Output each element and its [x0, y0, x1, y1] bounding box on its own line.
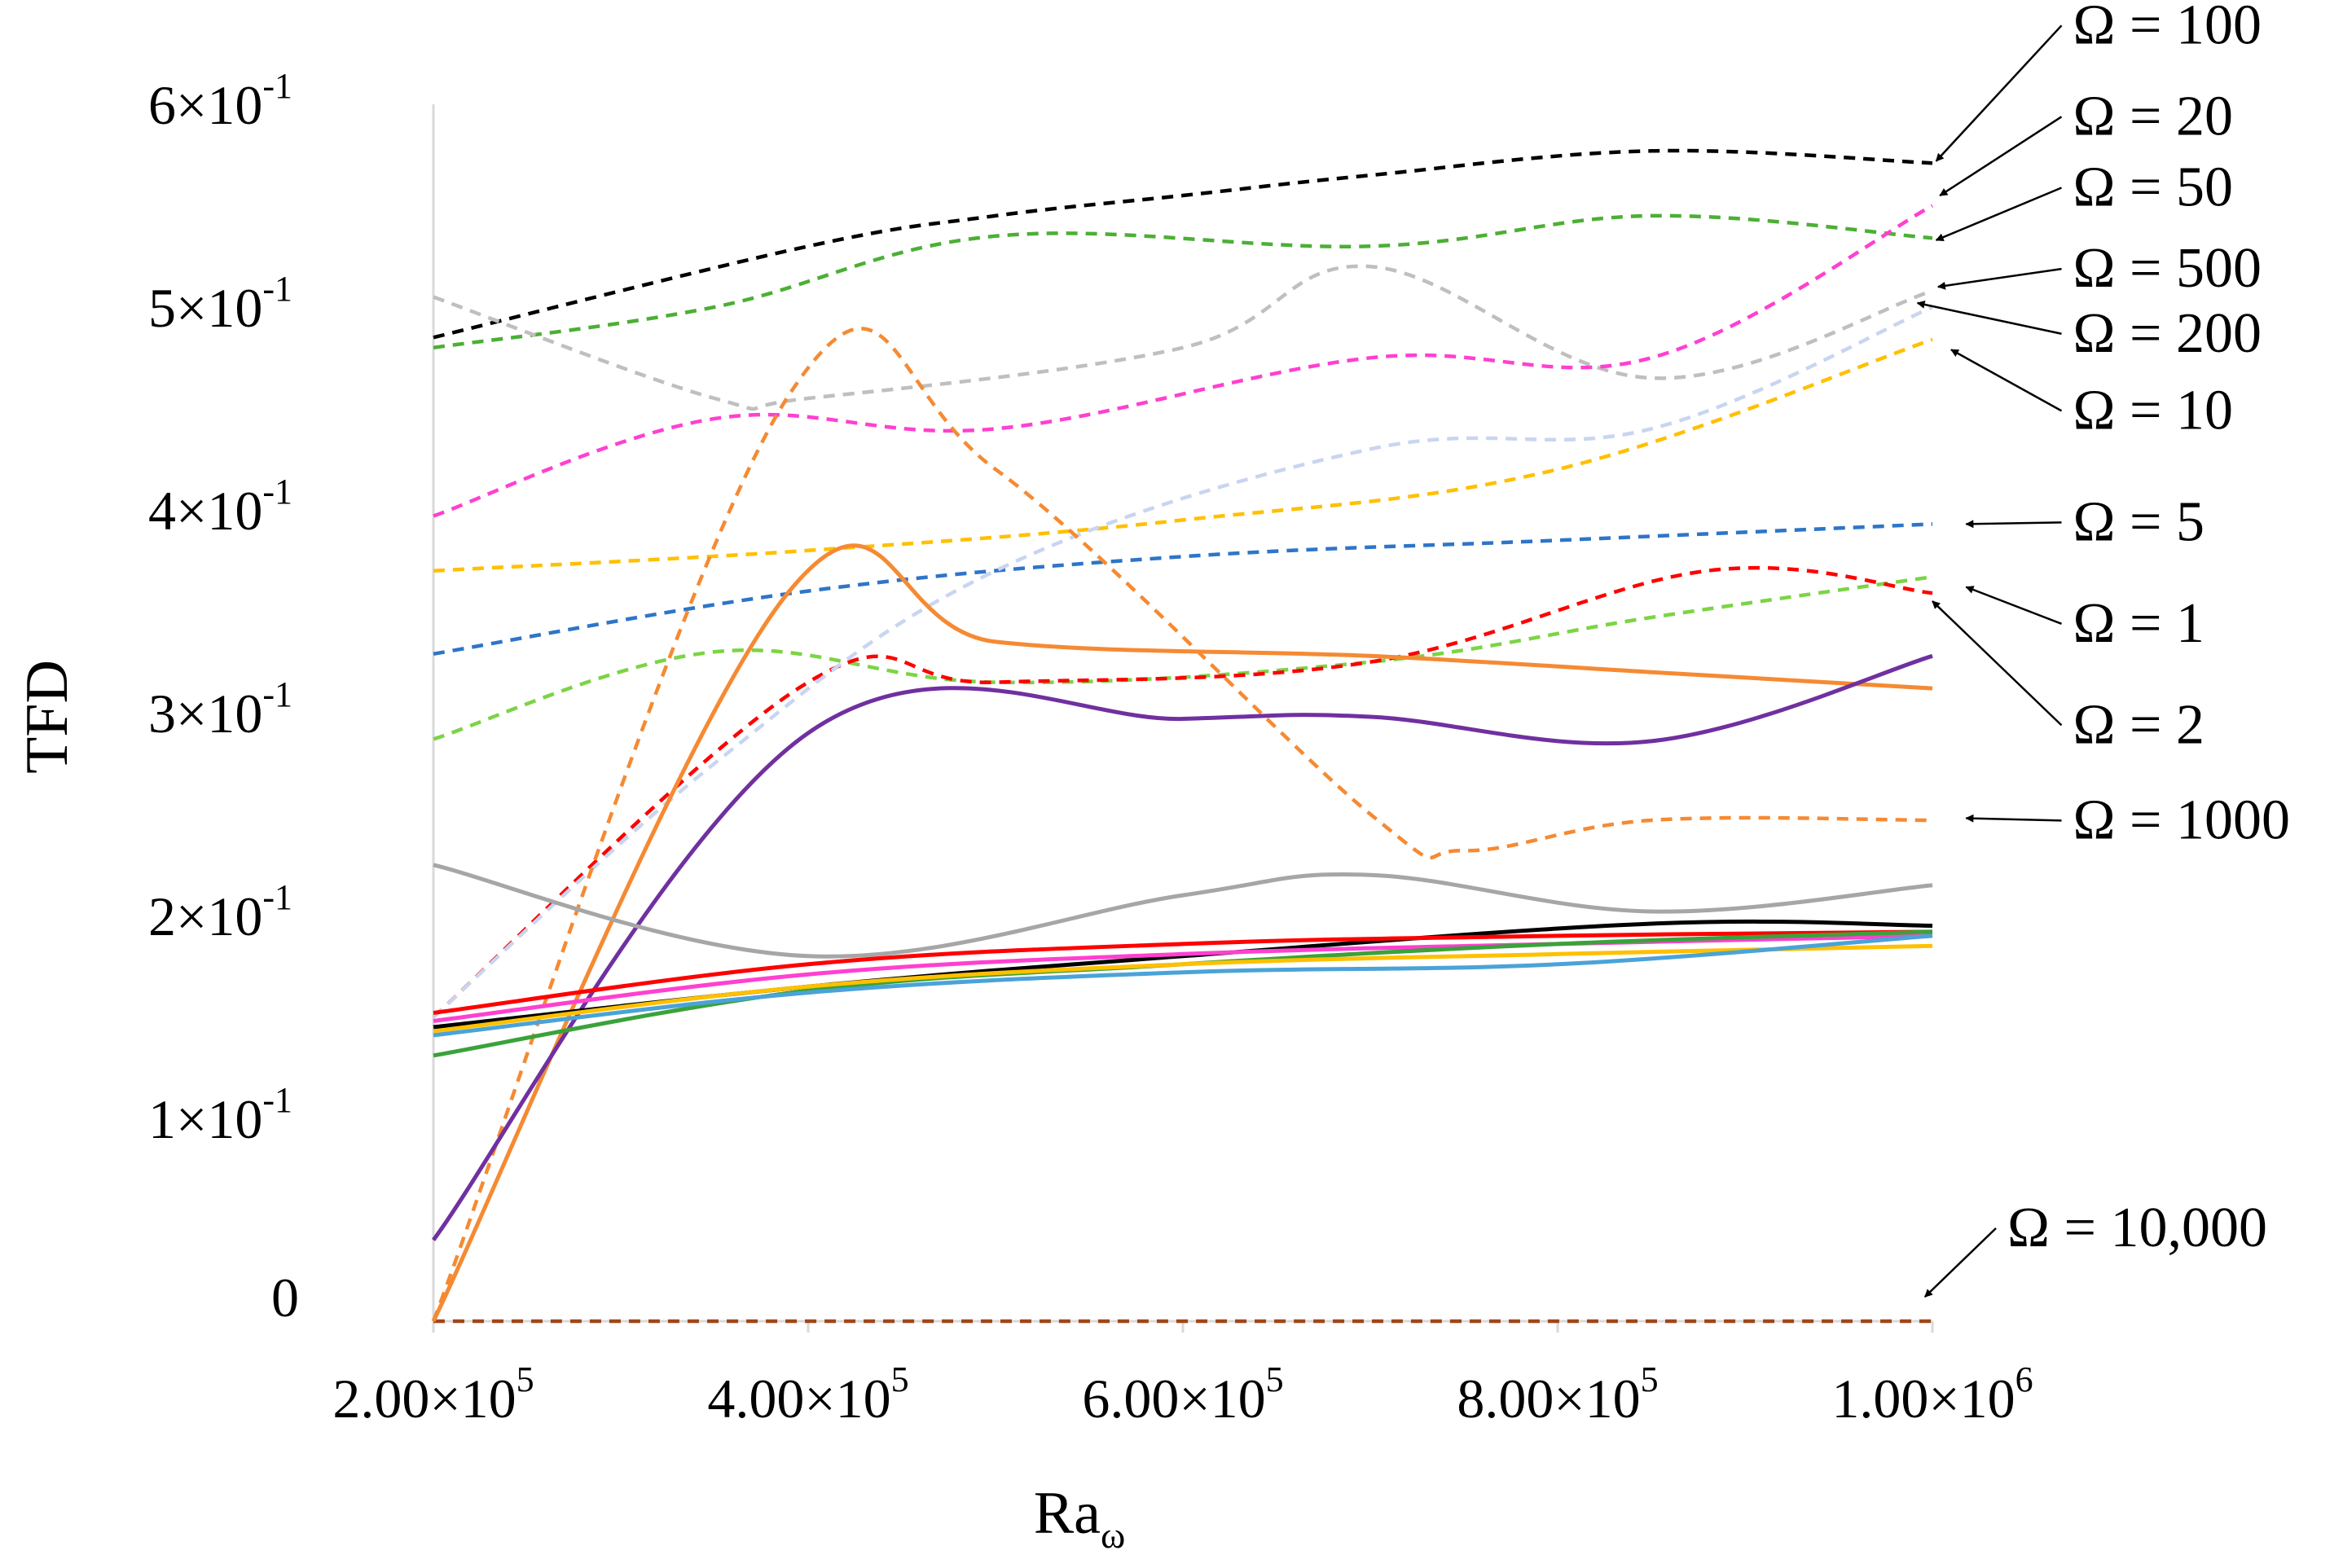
x-tick-exponent: 5: [517, 1359, 534, 1399]
y-tick-label: 5×10-1: [148, 269, 292, 339]
x-tick-mantissa: 4.00×10: [707, 1368, 890, 1430]
y-tick-label: 6×10-1: [148, 66, 292, 136]
x-tick-mantissa: 1.00×10: [1831, 1368, 2015, 1430]
y-tick-mantissa: 2×10: [148, 885, 262, 947]
x-tick-label: 6.00×105: [1082, 1359, 1283, 1430]
x-tick-mantissa: 2.00×10: [332, 1368, 516, 1430]
annotation-arrow: [1965, 586, 2062, 626]
y-tick-exponent: -1: [262, 269, 292, 309]
annotation-label: Ω = 10,000: [2007, 1197, 2267, 1259]
annotation-label: Ω = 1000: [2073, 788, 2291, 851]
y-tick-exponent: -1: [262, 66, 292, 106]
y-tick-exponent: -1: [262, 877, 292, 917]
x-tick-exponent: 5: [1266, 1359, 1284, 1399]
y-tick-mantissa: 3×10: [148, 683, 262, 744]
series-line-14: [433, 863, 1933, 959]
series-line-20: [433, 933, 1933, 1038]
x-tick-label: 8.00×105: [1457, 1359, 1658, 1430]
x-axis-title: Raω: [1034, 1480, 1125, 1556]
x-tick-mantissa: 8.00×10: [1457, 1368, 1640, 1430]
annotation-arrow: [1935, 24, 2063, 162]
annotation-arrow: [1916, 301, 2062, 336]
annotation-label: Ω = 10: [2073, 379, 2234, 441]
series-line-10: [431, 327, 1933, 1322]
y-tick-label: 2×10-1: [148, 877, 292, 947]
x-tick-exponent: 5: [1641, 1359, 1659, 1399]
annotation-arrow: [1936, 267, 2062, 290]
y-tick-label: 0: [271, 1267, 299, 1329]
y-tick-label: 3×10-1: [148, 674, 292, 744]
x-tick-exponent: 5: [891, 1359, 909, 1399]
annotation-label: Ω = 100: [2073, 0, 2262, 56]
x-tick-label: 4.00×105: [707, 1359, 908, 1430]
x-axis-title-sub: ω: [1101, 1514, 1125, 1556]
y-tick-mantissa: 5×10: [148, 277, 262, 339]
series-layer: [431, 148, 1934, 1324]
annotation-arrow: [1923, 1227, 1997, 1298]
series-line-2: [433, 213, 1933, 350]
series-line-8: [432, 565, 1933, 1019]
x-tick-labels: 2.00×105 4.00×105 6.00×105 8.00×105 1.00×106: [332, 1359, 2033, 1430]
y-tick-exponent: -1: [262, 1080, 292, 1120]
series-line-13: [431, 653, 1933, 1241]
series-line-4: [433, 204, 1934, 518]
annotation-arrow: [1932, 600, 2063, 727]
y-tick-mantissa: 1×10: [148, 1088, 262, 1150]
series-line-16: [433, 929, 1933, 1015]
x-axis-title-main: Ra: [1034, 1480, 1101, 1547]
y-tick-labels: 01×10-12×10-13×10-14×10-15×10-16×10-1: [148, 66, 299, 1329]
annotation-label: Ω = 500: [2073, 237, 2262, 300]
annotation-label: Ω = 50: [2073, 156, 2234, 219]
annotation-label: Ω = 20: [2073, 85, 2234, 147]
y-tick-exponent: -1: [262, 472, 292, 512]
x-tick-marks: [432, 1321, 1934, 1333]
annotation-label: Ω = 1: [2073, 592, 2205, 655]
x-tick-mantissa: 6.00×10: [1082, 1368, 1265, 1430]
y-tick-label: 4×10-1: [148, 472, 292, 542]
annotation-label: Ω = 2: [2073, 693, 2205, 756]
y-tick-mantissa: 6×10: [148, 74, 262, 136]
annotation-label: Ω = 5: [2073, 490, 2205, 553]
y-tick-label: 1×10-1: [148, 1080, 292, 1150]
annotation-arrow: [1950, 349, 2063, 412]
series-line-5: [433, 337, 1933, 573]
series-line-19: [433, 943, 1933, 1034]
y-axis-title: TFD: [14, 660, 81, 774]
x-tick-exponent: 6: [2016, 1359, 2033, 1399]
y-tick-mantissa: 4×10: [148, 480, 262, 542]
series-line-12: [431, 543, 1933, 1323]
annotation-arrow: [1965, 520, 2062, 529]
series-line-7: [433, 574, 1933, 741]
series-line-6: [433, 522, 1933, 657]
y-tick-exponent: -1: [262, 674, 292, 714]
series-line-1: [433, 148, 1933, 340]
series-line-3: [433, 264, 1933, 411]
annotation-label: Ω = 200: [2073, 302, 2262, 365]
x-tick-label: 2.00×105: [332, 1359, 534, 1430]
annotation-arrow: [1935, 187, 2062, 241]
annotation-arrow: [1965, 814, 2062, 823]
x-tick-label: 1.00×106: [1831, 1359, 2033, 1430]
annotation-arrow: [1939, 116, 2063, 197]
